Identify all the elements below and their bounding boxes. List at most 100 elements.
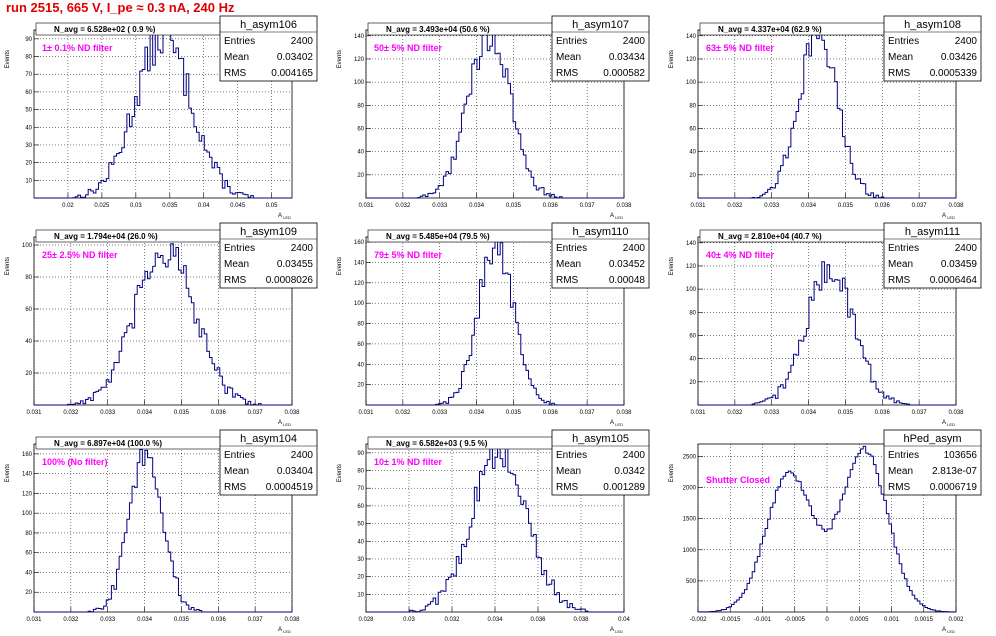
stats-box — [551, 15, 650, 82]
y-axis-title: Events — [337, 50, 343, 68]
x-tick-label: 0.032 — [727, 203, 743, 209]
x-tick-label: 0.035 — [838, 410, 854, 416]
histogram-svg: 0.028 0.03 0.032 0.034 0.036 0.038 0.04 10 20 30 4… — [337, 429, 650, 634]
y-tick-label: 90 — [357, 451, 364, 457]
x-tick-label: 0.037 — [912, 203, 928, 209]
stats-entries-label: Entries — [888, 36, 919, 47]
stats-entries-label: Entries — [224, 36, 255, 47]
stats-rms-value: 0.0008026 — [266, 275, 314, 286]
y-tick-label: 100 — [354, 301, 365, 307]
x-tick-label: 0.033 — [764, 410, 780, 416]
y-tick-label: 140 — [686, 34, 697, 40]
x-tick-label: 0.038 — [284, 617, 300, 623]
navg-label: N_avg = 1.794e+04 (26.0 %) — [54, 232, 158, 241]
y-tick-label: 100 — [686, 287, 697, 293]
histogram-svg: 0.031 0.032 0.033 0.034 0.035 0.036 0.037 0.038… — [5, 429, 318, 634]
stats-rms-value: 0.0005339 — [930, 68, 978, 79]
histogram-panel-h_asym105: 0.028 0.03 0.032 0.034 0.036 0.038 0.04 10 20 30 4… — [332, 429, 664, 636]
x-axis-title: A LED — [278, 213, 291, 220]
navg-label: N_avg = 4.337e+04 (62.9 %) — [718, 25, 822, 34]
navg-label: N_avg = 6.528e+02 ( 0.9 %) — [54, 25, 156, 34]
stats-entries-label: Entries — [556, 450, 587, 461]
stats-mean-value: 0.03452 — [609, 259, 646, 270]
y-tick-label: 50 — [357, 522, 364, 528]
histogram-svg: 0.02 0.025 0.03 0.035 0.04 0.045 0.05 10 20 30 40 5… — [5, 15, 318, 220]
y-tick-label: 160 — [22, 452, 33, 458]
y-axis-title: Events — [669, 257, 675, 275]
histogram-svg: 0.031 0.032 0.033 0.034 0.035 0.036 0.037 0.038… — [669, 15, 982, 220]
stats-box — [883, 429, 982, 496]
x-tick-label: 0.001 — [884, 617, 900, 623]
stats-rms-label: RMS — [888, 275, 911, 286]
y-tick-label: 60 — [357, 504, 364, 510]
x-axis-title: A LED — [610, 627, 623, 634]
stats-rms-value: 0.004165 — [271, 68, 313, 79]
stats-mean-value: 0.03455 — [277, 259, 314, 270]
histogram-line — [697, 445, 957, 613]
stats-mean-value: 0.03404 — [277, 466, 314, 477]
y-tick-label: 60 — [25, 90, 32, 96]
y-tick-label: 50 — [25, 108, 32, 114]
histogram-svg: 0.031 0.032 0.033 0.034 0.035 0.036 0.037 0.038… — [337, 15, 650, 220]
y-tick-label: 160 — [354, 240, 365, 246]
stats-rms-value: 0.0006464 — [930, 275, 978, 286]
y-tick-label: 20 — [25, 371, 32, 377]
y-tick-label: 80 — [357, 322, 364, 328]
histogram-panel-h_asym110: 0.031 0.032 0.033 0.034 0.035 0.036 0.037 0.038… — [332, 222, 664, 429]
stats-entries-value: 2400 — [623, 36, 646, 47]
histogram-svg: 0.031 0.032 0.033 0.034 0.035 0.036 0.037 0.038… — [337, 222, 650, 427]
stats-box — [883, 15, 982, 82]
y-tick-label: 60 — [689, 126, 696, 132]
y-axis-title: Events — [5, 464, 11, 482]
y-tick-label: 80 — [689, 310, 696, 316]
y-tick-label: 20 — [689, 380, 696, 386]
y-tick-label: 40 — [25, 125, 32, 131]
stats-mean-value: 0.03402 — [277, 52, 314, 63]
x-axis-title: A LED — [942, 420, 955, 427]
y-tick-label: 500 — [686, 579, 697, 585]
x-tick-label: 0.034 — [801, 410, 817, 416]
y-tick-label: 100 — [22, 243, 33, 249]
y-tick-label: 140 — [686, 241, 697, 247]
x-tick-label: 0.034 — [801, 203, 817, 209]
x-tick-label: 0.037 — [580, 410, 596, 416]
stats-mean-label: Mean — [556, 52, 581, 63]
x-tick-label: 0.035 — [506, 410, 522, 416]
y-tick-label: 120 — [354, 281, 365, 287]
y-tick-label: 40 — [25, 339, 32, 345]
y-tick-label: 100 — [22, 511, 33, 517]
y-tick-label: 20 — [689, 173, 696, 179]
filter-label: 10± 1% ND filter — [374, 457, 442, 467]
stats-rms-label: RMS — [224, 68, 247, 79]
y-tick-label: 30 — [25, 143, 32, 149]
x-tick-label: 0.035 — [174, 410, 190, 416]
stats-title: h_asym111 — [905, 226, 960, 238]
histogram-line — [366, 29, 624, 199]
stats-entries-label: Entries — [888, 450, 919, 461]
x-tick-label: 0.037 — [580, 203, 596, 209]
stats-rms-value: 0.000582 — [603, 68, 645, 79]
y-tick-label: 70 — [357, 486, 364, 492]
x-axis-title: A LED — [942, 213, 955, 220]
y-tick-label: 2000 — [683, 486, 697, 492]
stats-rms-label: RMS — [556, 68, 579, 79]
stats-box — [551, 429, 650, 496]
x-tick-label: -0.0005 — [785, 617, 806, 623]
x-tick-label: 0.036 — [530, 617, 546, 623]
x-tick-label: 0.031 — [690, 203, 706, 209]
x-tick-label: 0.038 — [573, 617, 589, 623]
x-tick-label: 0.0015 — [915, 617, 934, 623]
y-tick-label: 80 — [25, 531, 32, 537]
x-tick-label: 0.032 — [444, 617, 460, 623]
stats-title: h_asym107 — [572, 19, 629, 31]
stats-title: h_asym105 — [572, 433, 629, 445]
histogram-panel-h_asym104: 0.031 0.032 0.033 0.034 0.035 0.036 0.037 0.038… — [0, 429, 332, 636]
y-tick-label: 80 — [357, 103, 364, 109]
histogram-panel-h_asym108: 0.031 0.032 0.033 0.034 0.035 0.036 0.037 0.038… — [664, 15, 996, 222]
x-tick-label: 0.0005 — [850, 617, 869, 623]
x-tick-label: 0.031 — [690, 410, 706, 416]
stats-entries-label: Entries — [888, 243, 919, 254]
y-tick-label: 140 — [354, 34, 365, 40]
histogram-line — [698, 29, 956, 199]
stats-box — [551, 222, 650, 289]
